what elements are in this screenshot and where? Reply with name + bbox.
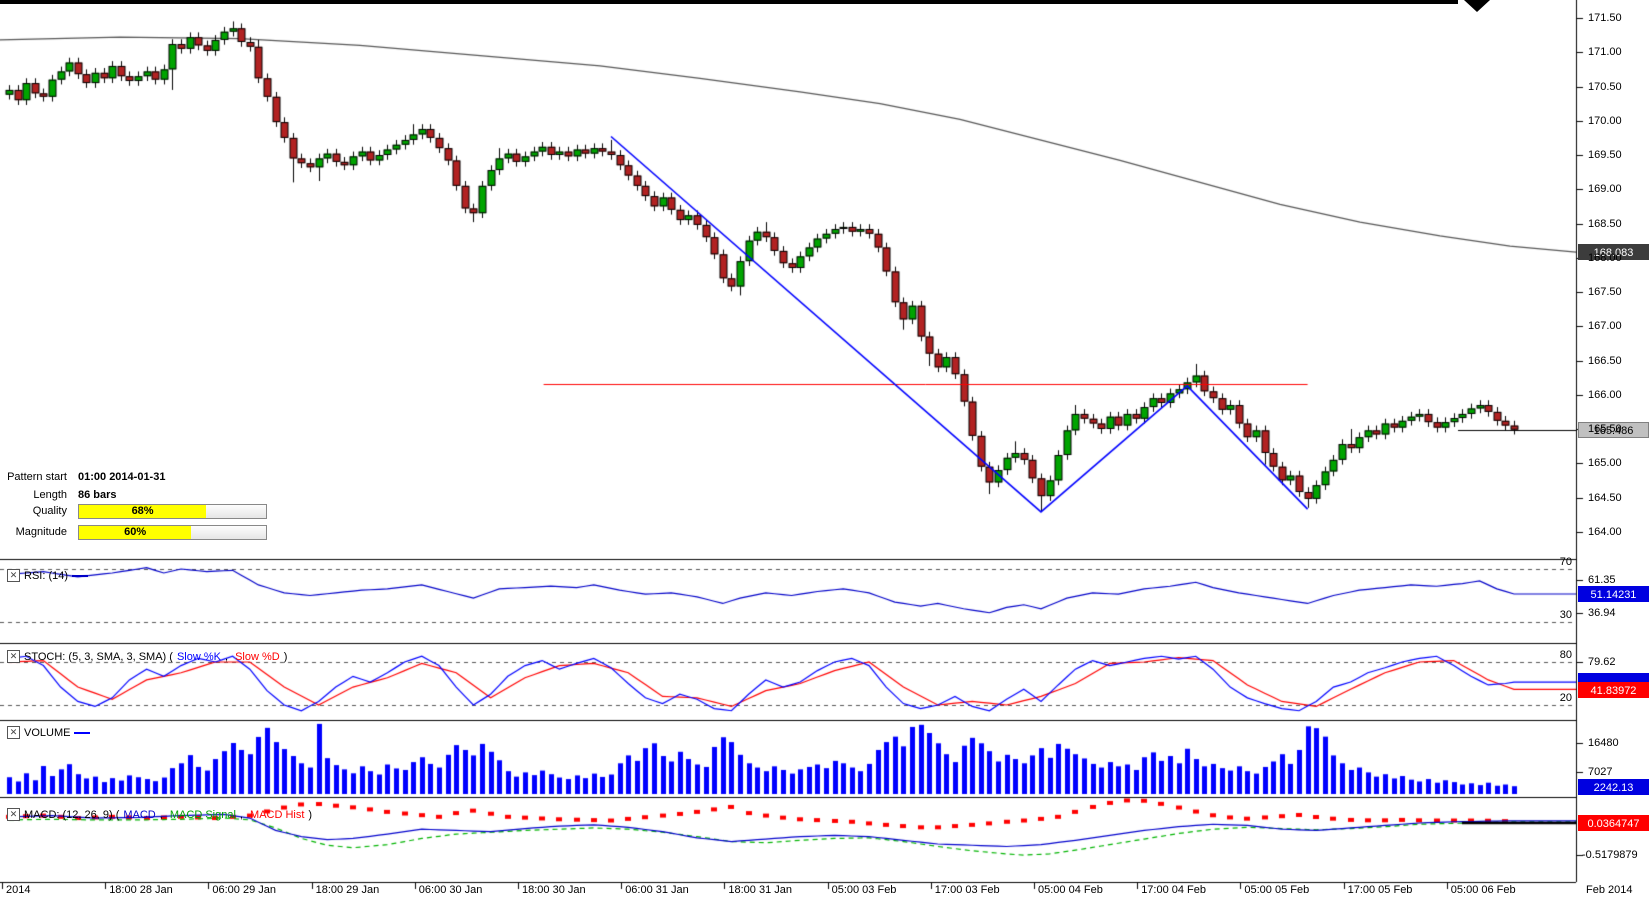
stoch-panel-header: STOCH: (5, 3, SMA, 3, SMA) (Slow %K, Slo…	[7, 650, 287, 663]
time-axis-label: 18:00 30 Jan	[522, 884, 586, 896]
time-axis-label: 06:00 29 Jan	[212, 884, 277, 896]
price-axis-label: 170.50	[1588, 80, 1622, 93]
macd-line-legend: MACD	[123, 808, 156, 821]
volume-visibility-checkbox[interactable]	[7, 726, 20, 739]
volume-panel-title: VOLUME	[24, 726, 71, 739]
macd-panel-title: MACD: (12, 26, 9) (	[24, 808, 120, 821]
price-axis-label: 171.50	[1588, 12, 1622, 24]
rsi-axis-label: 61.35	[1588, 574, 1616, 587]
pattern-start-row: Pattern start 01:00 2014-01-31	[0, 471, 300, 484]
pattern-length-row: Length 86 bars	[0, 489, 300, 502]
macd-visibility-checkbox[interactable]	[7, 808, 20, 821]
stoch-axis-label: 79.62	[1588, 656, 1616, 669]
rsi-line-legend-icon	[72, 574, 89, 577]
quality-progress-fill: 68%	[79, 505, 207, 518]
magnitude-percent-text: 60%	[124, 526, 147, 538]
ma-value-badge: 168.083	[1578, 244, 1649, 260]
time-axis-label: 17:00 03 Feb	[934, 884, 1000, 896]
time-axis-period-label: Feb 2014	[1586, 884, 1633, 896]
rsi-value-badge: 51.14231	[1578, 586, 1649, 602]
price-axis-label: 168.00	[1588, 251, 1622, 264]
price-axis-label: 168.50	[1588, 217, 1622, 230]
time-axis-label: 18:00 31 Jan	[728, 884, 793, 896]
pattern-start-label: Pattern start	[7, 471, 67, 483]
price-axis-label: 167.00	[1588, 320, 1622, 333]
volume-legend-icon	[74, 731, 91, 734]
time-axis-label: 17:00 05 Feb	[1347, 884, 1413, 896]
stoch-slowd-legend: Slow %D	[235, 650, 280, 663]
rsi-axis-label: 36.94	[1588, 606, 1616, 619]
price-axis-label: 167.50	[1588, 286, 1622, 298]
chart-top-border	[0, 0, 1458, 4]
price-axis-label: 166.00	[1588, 388, 1622, 401]
time-axis-label: 18:00 28 Jan	[109, 884, 173, 896]
price-value-badge: 165.486	[1578, 422, 1649, 438]
time-axis-label: 05:00 05 Feb	[1244, 884, 1310, 896]
rsi-level-label: 70	[1559, 556, 1572, 568]
pattern-length-value: 86 bars	[78, 489, 117, 501]
pattern-quality-row: Quality	[0, 504, 300, 519]
macd-panel-header: MACD: (12, 26, 9) (MACD, MACD Signal, MA…	[7, 808, 312, 821]
pattern-magnitude-label: Magnitude	[15, 526, 67, 538]
price-axis-label: 164.00	[1588, 525, 1622, 538]
macd-value-badge: 0.0364747	[1578, 815, 1649, 831]
time-axis-label: 05:00 03 Feb	[831, 884, 897, 896]
macd-axis-label: -0.5179879	[1582, 849, 1638, 861]
rsi-panel-header: RSI: (14)	[7, 569, 89, 582]
price-axis-label: 164.50	[1588, 491, 1622, 504]
macd-signal-legend: MACD Signal	[169, 808, 236, 821]
time-axis-label: 05:00 04 Feb	[1038, 884, 1103, 896]
price-axis-label: 170.00	[1588, 114, 1622, 127]
volume-value-badge: 2242.13	[1578, 779, 1649, 795]
stoch-panel-title: STOCH: (5, 3, SMA, 3, SMA) (	[24, 650, 173, 663]
volume-axis-label: 16480	[1588, 737, 1619, 750]
price-axis-label: 169.50	[1588, 149, 1622, 161]
chart-shift-marker-icon[interactable]	[1464, 0, 1490, 12]
pattern-length-label: Length	[33, 489, 67, 501]
pattern-magnitude-row: Magnitude	[0, 525, 300, 540]
time-axis-label: 05:00 06 Feb	[1450, 884, 1516, 896]
pattern-start-value: 01:00 2014-01-31	[78, 471, 166, 483]
macd-hist-legend: MACD Hist	[250, 808, 305, 821]
quality-progress-bar: 68%	[78, 504, 267, 519]
magnitude-progress-bar: 60%	[78, 525, 267, 540]
magnitude-progress-fill: 60%	[79, 526, 192, 539]
stoch-slowk-legend: Slow %K	[176, 650, 221, 663]
volume-axis-label: 7027	[1588, 765, 1613, 778]
price-axis-label: 165.50	[1588, 423, 1622, 435]
time-axis-label: 17:00 04 Feb	[1141, 884, 1207, 896]
time-axis-label: 06:00 30 Jan	[418, 884, 483, 896]
price-axis-label: 166.50	[1588, 354, 1622, 367]
price-axis-label: 171.00	[1588, 46, 1622, 59]
time-axis-label: 18:00 29 Jan	[315, 884, 380, 896]
quality-percent-text: 68%	[131, 505, 154, 517]
rsi-visibility-checkbox[interactable]	[7, 569, 20, 582]
rsi-panel-title: RSI: (14)	[24, 569, 69, 582]
time-axis-label: 2014	[6, 884, 31, 896]
stoch-level-label: 20	[1559, 692, 1572, 704]
pattern-quality-label: Quality	[32, 505, 67, 517]
stoch-level-label: 80	[1559, 649, 1572, 661]
price-axis-label: 165.00	[1588, 457, 1622, 470]
time-axis-label: 06:00 31 Jan	[625, 884, 689, 896]
stoch-visibility-checkbox[interactable]	[7, 650, 20, 663]
volume-panel-header: VOLUME	[7, 726, 91, 739]
stoch-d-value-badge: 41.83972	[1578, 682, 1649, 698]
rsi-level-label: 30	[1559, 609, 1572, 621]
price-axis-label: 169.00	[1588, 183, 1622, 196]
